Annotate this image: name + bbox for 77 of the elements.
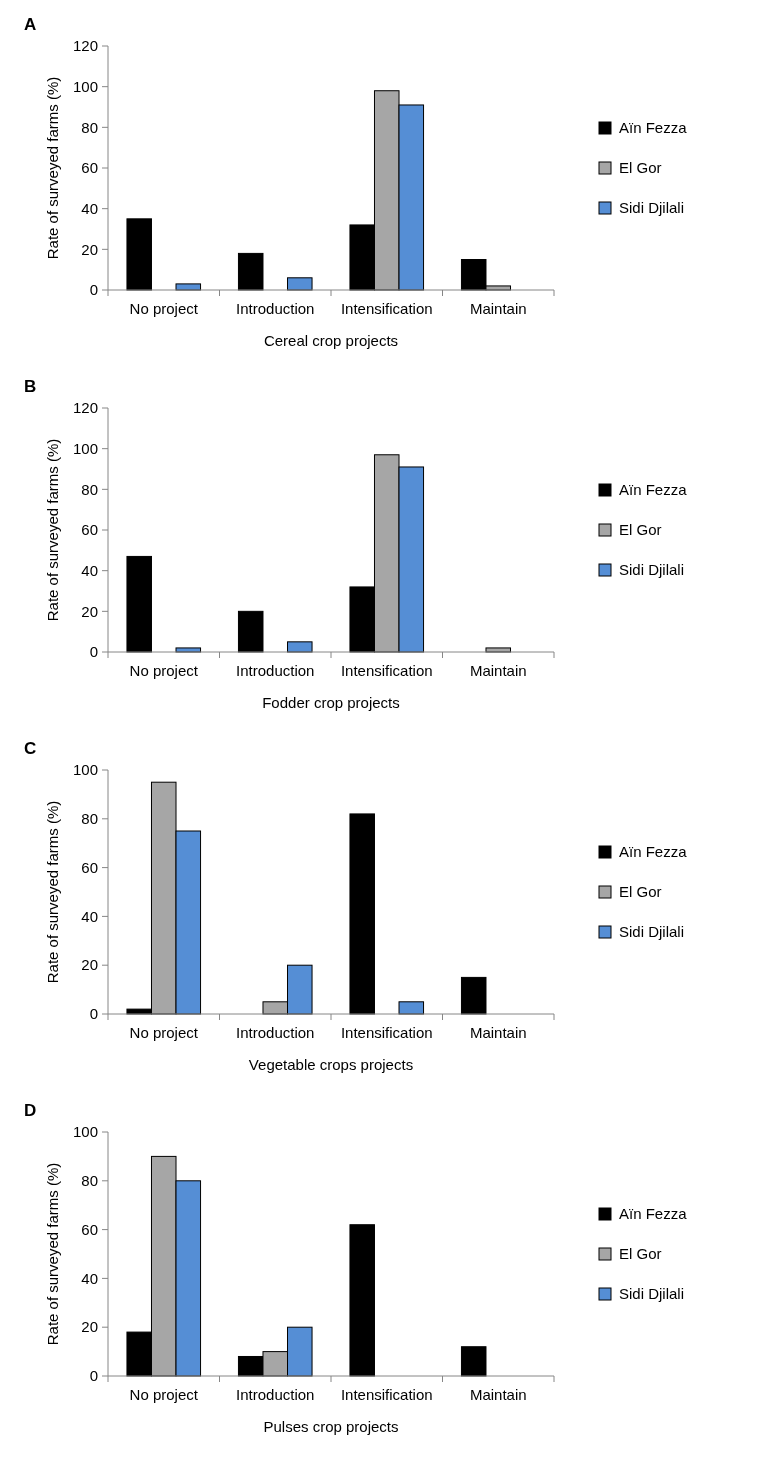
y-tick-label: 40 [81, 561, 98, 579]
bar [460, 976, 487, 1015]
bar [126, 555, 152, 653]
y-tick-label: 120 [72, 399, 98, 417]
y-axis-title: Rate of surveyed farms (%) [44, 438, 61, 622]
y-axis-title: Rate of surveyed farms (%) [44, 800, 61, 984]
y-tick-label: 100 [72, 1123, 98, 1141]
bar [237, 252, 264, 291]
x-tick-label: Introduction [236, 1024, 315, 1041]
y-tick-label: 80 [81, 118, 98, 136]
y-tick-label: 20 [81, 602, 98, 620]
x-tick-label: Intensification [340, 1024, 433, 1041]
y-tick-label: 100 [72, 761, 98, 779]
legend-label: Aïn Fezza [619, 1205, 688, 1223]
x-tick-label: No project [129, 300, 199, 317]
x-tick-label: No project [129, 662, 199, 679]
legend-label: El Gor [619, 159, 662, 177]
y-tick-label: 100 [72, 77, 98, 95]
x-tick-label: Introduction [236, 1386, 315, 1403]
legend-label: Aïn Fezza [619, 843, 688, 861]
legend-label: Sidi Djilali [619, 1285, 685, 1303]
legend-label: Aïn Fezza [619, 481, 688, 499]
x-tick-label: Maintain [469, 662, 527, 679]
y-tick-label: 80 [81, 1172, 98, 1190]
y-tick-label: 20 [81, 1318, 98, 1336]
chart-title: A [24, 15, 37, 34]
bar [287, 641, 313, 653]
x-tick-label: Maintain [469, 300, 527, 317]
x-tick-label: Maintain [469, 1024, 527, 1041]
legend-label: Sidi Djilali [619, 199, 685, 217]
x-axis-title: Cereal crop projects [263, 332, 399, 349]
legend-label: Sidi Djilali [619, 923, 685, 941]
x-axis-title: Pulses crop projects [263, 1418, 399, 1435]
y-tick-label: 80 [81, 480, 98, 498]
x-axis-title: Vegetable crops projects [248, 1056, 414, 1073]
x-tick-label: Introduction [236, 300, 315, 317]
bar [287, 277, 313, 291]
y-axis-title: Rate of surveyed farms (%) [44, 76, 61, 260]
legend-label: Aïn Fezza [619, 119, 688, 137]
legend-label: El Gor [619, 1245, 662, 1263]
y-tick-label: 0 [89, 281, 98, 299]
y-tick-label: 120 [72, 37, 98, 55]
bar [126, 218, 152, 291]
x-tick-label: Introduction [236, 662, 315, 679]
y-axis-title: Rate of surveyed farms (%) [44, 1162, 61, 1346]
legend-label: El Gor [619, 883, 662, 901]
x-tick-label: Maintain [469, 1386, 527, 1403]
chart-title: B [24, 377, 37, 396]
bar [398, 1001, 425, 1015]
y-tick-label: 20 [81, 240, 98, 258]
y-tick-label: 0 [89, 643, 98, 661]
legend-label: Sidi Djilali [619, 561, 685, 579]
y-tick-label: 60 [81, 159, 98, 177]
x-tick-label: No project [129, 1024, 199, 1041]
x-tick-label: Intensification [340, 662, 433, 679]
bar [460, 1346, 487, 1377]
y-tick-label: 80 [81, 810, 98, 828]
x-tick-label: Intensification [340, 300, 433, 317]
y-tick-label: 0 [89, 1367, 98, 1385]
chart-title: D [24, 1101, 37, 1120]
y-tick-label: 60 [81, 1220, 98, 1238]
y-tick-label: 40 [81, 1269, 98, 1287]
x-tick-label: No project [129, 1386, 199, 1403]
y-tick-label: 0 [89, 1005, 98, 1023]
y-tick-label: 40 [81, 199, 98, 217]
y-tick-label: 100 [72, 439, 98, 457]
legend-label: El Gor [619, 521, 662, 539]
y-tick-label: 40 [81, 907, 98, 925]
y-tick-label: 60 [81, 858, 98, 876]
chart-title: C [24, 739, 37, 758]
x-axis-title: Fodder crop projects [262, 694, 400, 711]
y-tick-label: 20 [81, 956, 98, 974]
x-tick-label: Intensification [340, 1386, 433, 1403]
bar [349, 1224, 375, 1377]
bar [349, 813, 375, 1015]
y-tick-label: 60 [81, 521, 98, 539]
bar [237, 610, 264, 653]
